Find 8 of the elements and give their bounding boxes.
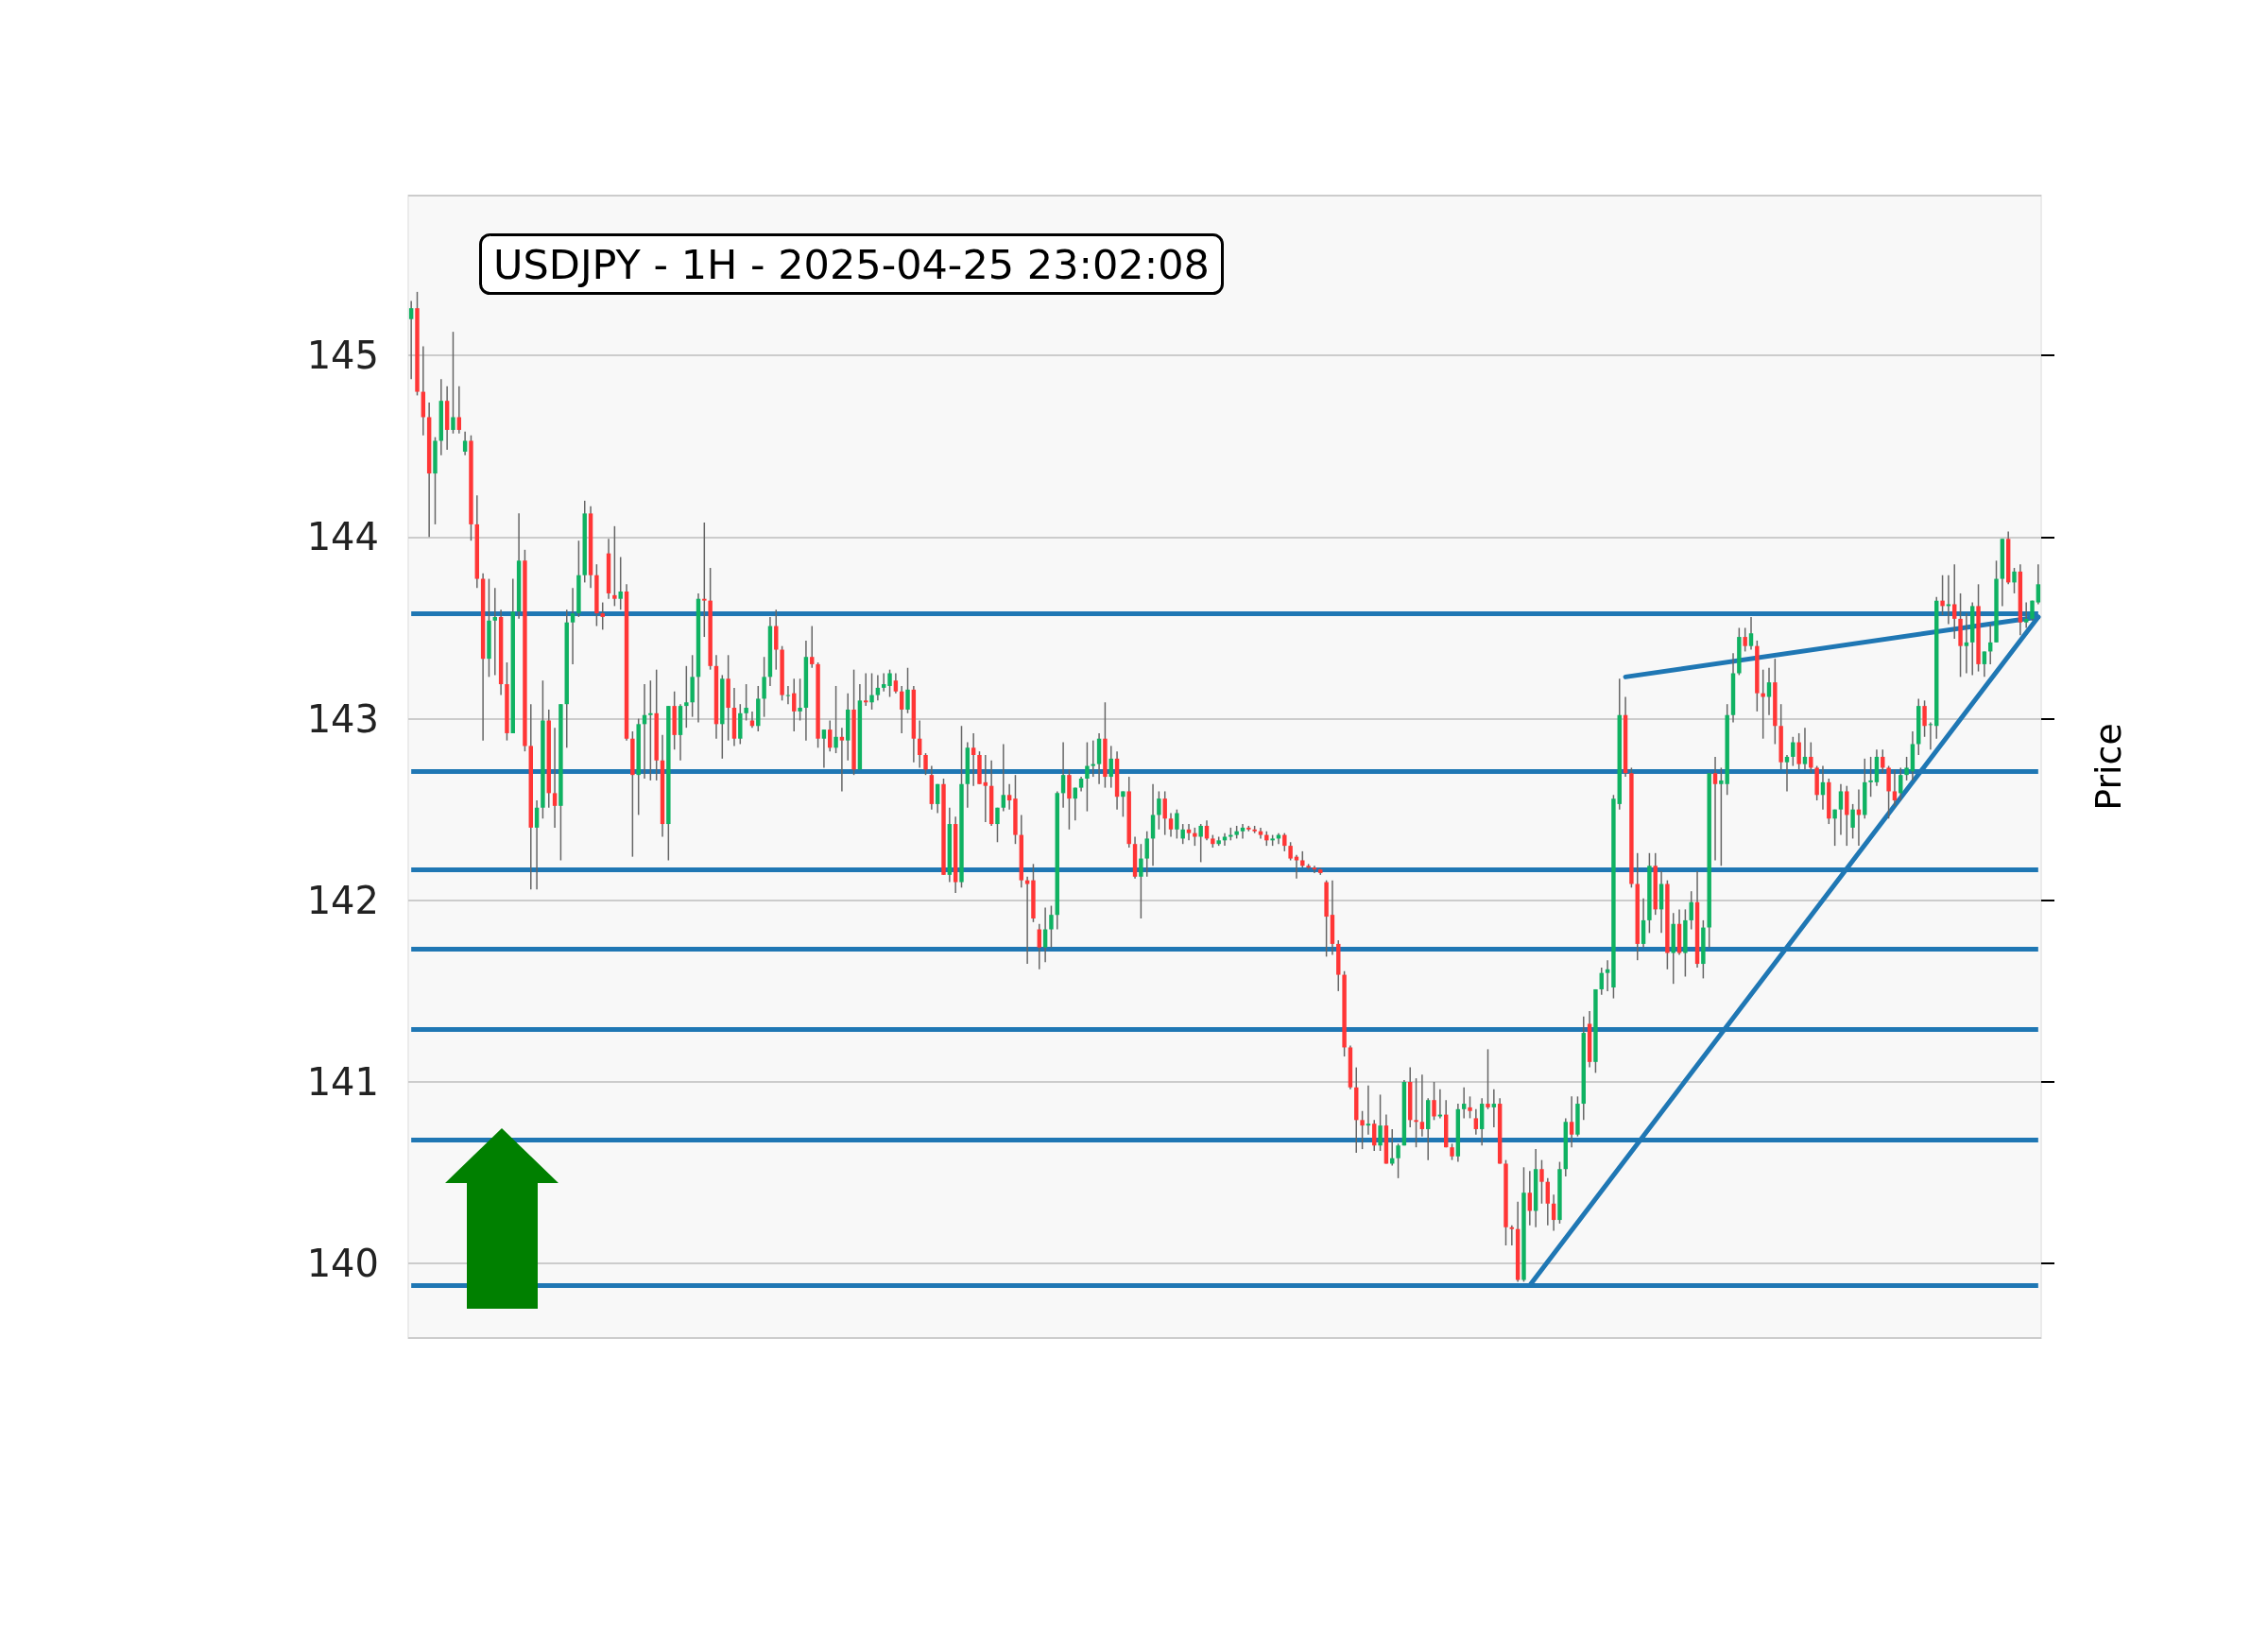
y-axis-title: Price	[2088, 723, 2129, 811]
y-tick-label: 145	[306, 334, 379, 378]
y-tick-label: 143	[306, 696, 379, 741]
text: USDJPY - 1H - 2025-04-25 23:02:08	[493, 240, 1210, 288]
y-tick-label: 141	[306, 1059, 379, 1104]
y-tick-label: 140	[306, 1242, 379, 1286]
y-tick-label: 144	[306, 515, 379, 559]
y-tick-label: 142	[306, 878, 379, 922]
